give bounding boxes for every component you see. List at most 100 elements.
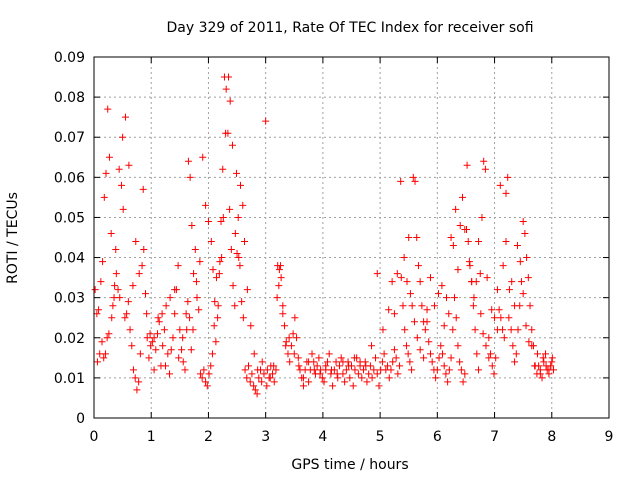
data-point: [428, 358, 436, 366]
data-point: [128, 342, 136, 350]
x-tick-label: 6: [433, 429, 442, 445]
data-point: [200, 366, 208, 374]
y-tick-label: 0.08: [54, 90, 85, 106]
data-point: [158, 310, 166, 318]
data-point: [399, 302, 407, 310]
data-point: [132, 238, 140, 246]
data-point: [239, 314, 247, 322]
data-point: [143, 310, 151, 318]
y-tick-label: 0: [76, 411, 85, 427]
data-point: [215, 270, 223, 278]
data-point: [186, 173, 194, 181]
data-point: [260, 370, 268, 378]
data-point: [224, 73, 232, 81]
data-point: [370, 366, 378, 374]
data-point: [243, 286, 251, 294]
data-point: [129, 282, 137, 290]
data-point: [492, 354, 500, 362]
data-point: [142, 290, 149, 298]
data-point: [434, 290, 442, 298]
data-point: [308, 350, 316, 358]
data-point: [507, 326, 515, 334]
plot-border: [93, 56, 610, 419]
data-point: [401, 326, 409, 334]
data-point: [289, 330, 297, 338]
axis-ticks: [93, 56, 610, 419]
data-point: [442, 294, 450, 302]
data-point: [211, 298, 219, 306]
data-point: [528, 326, 536, 334]
data-point: [255, 374, 263, 382]
data-point: [365, 370, 373, 378]
data-point: [91, 286, 99, 294]
y-axis-title: ROTI / TECUs: [5, 192, 21, 284]
data-point: [351, 366, 359, 374]
chart-title: Day 329 of 2011, Rate Of TEC Index for r…: [166, 20, 533, 36]
data-point: [108, 314, 116, 322]
data-point: [187, 346, 195, 354]
data-point: [490, 370, 498, 378]
x-tick-label: 3: [261, 429, 270, 445]
data-point: [123, 310, 131, 318]
x-tick-label: 9: [605, 429, 614, 445]
data-point: [393, 270, 401, 278]
data-point: [192, 278, 200, 286]
data-point: [488, 362, 496, 370]
data-point: [413, 234, 421, 241]
data-point: [273, 294, 281, 302]
data-point: [154, 314, 162, 322]
data-point: [481, 165, 489, 173]
data-point: [519, 290, 527, 298]
data-point: [124, 298, 132, 306]
data-point: [126, 326, 134, 334]
data-point: [511, 302, 519, 310]
data-point: [227, 246, 235, 254]
data-point: [332, 358, 340, 366]
data-point: [121, 113, 129, 121]
data-point: [411, 177, 419, 185]
y-tick-label: 0.01: [54, 371, 85, 387]
data-point: [499, 326, 507, 334]
data-point: [214, 314, 222, 322]
data-point: [99, 258, 107, 266]
data-point: [282, 338, 290, 346]
data-point: [263, 366, 271, 374]
data-point: [334, 374, 342, 382]
data-point: [397, 274, 405, 282]
data-point: [337, 354, 345, 362]
data-point: [472, 278, 480, 286]
data-point: [233, 250, 241, 258]
x-tick-label: 0: [90, 429, 99, 445]
data-point: [217, 217, 225, 225]
data-point: [333, 370, 341, 378]
data-point: [146, 330, 154, 338]
data-point: [478, 213, 486, 221]
y-tick-label: 0.04: [54, 251, 85, 267]
data-point: [414, 262, 422, 270]
data-point: [293, 334, 301, 342]
data-point: [270, 378, 278, 386]
data-point: [396, 362, 404, 370]
data-point: [345, 362, 353, 370]
data-point: [272, 366, 280, 374]
data-point: [205, 370, 213, 378]
data-point: [438, 350, 446, 358]
y-tick-label: 0.05: [54, 210, 85, 226]
data-point: [356, 358, 364, 366]
data-point: [182, 310, 190, 318]
data-point: [181, 366, 189, 374]
data-point: [246, 378, 254, 386]
data-point: [294, 354, 302, 362]
y-tick-label: 0.03: [54, 291, 85, 307]
data-point: [531, 362, 539, 370]
data-point: [114, 286, 122, 294]
data-point: [245, 362, 252, 370]
data-point: [179, 334, 187, 342]
data-point: [241, 366, 249, 374]
data-point: [349, 382, 357, 390]
data-point: [469, 302, 477, 310]
data-point: [533, 350, 541, 358]
data-point: [406, 358, 414, 366]
data-point: [519, 217, 527, 225]
data-point: [354, 370, 362, 378]
